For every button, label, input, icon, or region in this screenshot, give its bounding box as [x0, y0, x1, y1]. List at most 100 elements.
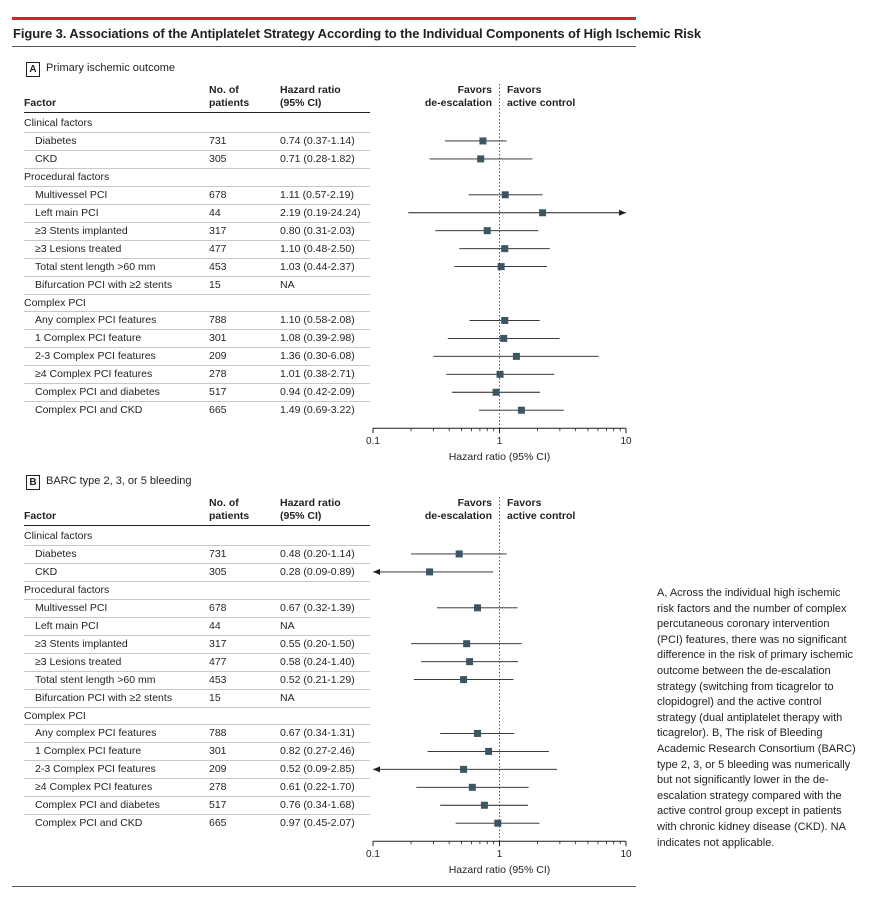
- patient-count: 517: [209, 386, 227, 399]
- row-divider: [24, 652, 370, 654]
- hazard-ratio-text: 0.48 (0.20-1.14): [280, 547, 355, 560]
- hr-point-marker: [479, 137, 487, 145]
- factor-label: Bifurcation PCI with ≥2 stents: [35, 278, 173, 291]
- hazard-ratio-text: 1.03 (0.44-2.37): [280, 260, 355, 273]
- patient-count: 278: [209, 368, 227, 381]
- hr-point-marker: [492, 388, 500, 396]
- row-divider: [24, 724, 370, 726]
- factor-label: ≥3 Stents implanted: [35, 637, 128, 650]
- row-divider: [24, 814, 370, 816]
- hr-point-marker: [485, 747, 493, 755]
- x-tick-label: 10: [620, 849, 632, 860]
- x-axis-label: Hazard ratio (95% CI): [449, 864, 551, 876]
- patient-count: 44: [209, 206, 221, 219]
- group-label: Complex PCI: [24, 296, 86, 309]
- hr-point-marker: [460, 765, 468, 773]
- favors-right-line1: Favors: [507, 497, 542, 509]
- hazard-ratio-text: 0.71 (0.28-1.82): [280, 152, 355, 165]
- hr-point-marker: [473, 604, 481, 612]
- hazard-ratio-text: 0.28 (0.09-0.89): [280, 565, 355, 578]
- hr-point-marker: [426, 568, 434, 576]
- factor-label: 1 Complex PCI feature: [35, 332, 142, 345]
- hazard-ratio-text: 0.67 (0.34-1.31): [280, 727, 355, 740]
- row-divider: [24, 688, 370, 690]
- patient-count: 278: [209, 781, 227, 794]
- row-divider: [24, 329, 370, 331]
- hazard-ratio-text: 0.94 (0.42-2.09): [280, 386, 355, 399]
- patient-count: 665: [209, 817, 227, 830]
- hr-point-marker: [455, 550, 463, 558]
- hazard-ratio-text: 1.49 (0.69-3.22): [280, 404, 355, 417]
- row-divider: [24, 365, 370, 367]
- patient-count: 15: [209, 691, 221, 704]
- panel-letter: B: [26, 475, 40, 490]
- hr-point-marker: [501, 191, 509, 199]
- group-label: Clinical factors: [24, 530, 93, 542]
- hazard-ratio-text: 0.76 (0.34-1.68): [280, 799, 355, 812]
- ci-arrow-left: [373, 766, 380, 773]
- x-axis-label: Hazard ratio (95% CI): [449, 451, 551, 463]
- row-divider: [24, 311, 370, 313]
- header-hr-line2: (95% CI): [280, 97, 322, 109]
- x-tick-label: 0.1: [366, 436, 380, 447]
- hr-point-marker: [501, 316, 509, 324]
- header-rule: [24, 112, 370, 113]
- hazard-ratio-text: 1.10 (0.48-2.50): [280, 242, 355, 255]
- hr-point-marker: [517, 406, 525, 414]
- hr-point-marker: [468, 783, 476, 791]
- patient-count: 305: [209, 152, 227, 165]
- patient-count: 301: [209, 745, 227, 758]
- hazard-ratio-text: 2.19 (0.19-24.24): [280, 206, 361, 219]
- figure-title: Figure 3. Associations of the Antiplatel…: [13, 26, 702, 41]
- hazard-ratio-text: 1.36 (0.30-6.08): [280, 350, 355, 363]
- factor-label: 2-3 Complex PCI features: [35, 763, 156, 776]
- factor-label: CKD: [35, 152, 58, 165]
- factor-label: ≥4 Complex PCI features: [35, 781, 153, 794]
- factor-label: 1 Complex PCI feature: [35, 745, 142, 758]
- panel-a: A Primary ischemic outcome No. of patients H…: [0, 0, 640, 463]
- header-n-line2: patients: [209, 97, 250, 109]
- row-divider: [24, 131, 370, 133]
- hazard-ratio-text: 1.08 (0.39-2.98): [280, 332, 355, 345]
- factor-label: ≥3 Lesions treated: [35, 242, 122, 255]
- patient-count: 317: [209, 637, 227, 650]
- row-divider: [24, 562, 370, 564]
- hazard-ratio-text: 0.52 (0.21-1.29): [280, 673, 355, 686]
- x-tick-label: 1: [497, 436, 503, 447]
- hr-point-marker: [483, 227, 491, 235]
- figure-caption: A, Across the individual high ischemic r…: [657, 587, 856, 849]
- patient-count: 15: [209, 278, 221, 291]
- x-tick-label: 0.1: [366, 849, 380, 860]
- factor-label: Bifurcation PCI with ≥2 stents: [35, 691, 173, 704]
- header-hr-line1: Hazard ratio: [280, 497, 341, 509]
- figure-bottom-divider: [12, 886, 636, 887]
- favors-left-line1: Favors: [457, 497, 492, 509]
- hazard-ratio-text: 0.74 (0.37-1.14): [280, 134, 355, 147]
- row-divider: [24, 401, 370, 403]
- row-divider: [24, 598, 370, 600]
- favors-right-line2: active control: [507, 510, 576, 522]
- hazard-ratio-text: 0.97 (0.45-2.07): [280, 817, 355, 830]
- row-divider: [24, 149, 370, 151]
- title-accent-bar: [12, 17, 636, 20]
- header-rule: [24, 525, 370, 526]
- hr-point-marker: [539, 209, 547, 217]
- hr-point-marker: [480, 801, 488, 809]
- row-divider: [24, 634, 370, 636]
- hazard-ratio-text: NA: [280, 619, 295, 632]
- row-divider: [24, 275, 370, 277]
- patient-count: 731: [209, 134, 227, 147]
- row-divider: [24, 347, 370, 349]
- favors-right-line2: active control: [507, 97, 576, 109]
- row-divider: [24, 257, 370, 259]
- patient-count: 477: [209, 655, 227, 668]
- panel-title: Primary ischemic outcome: [46, 62, 175, 74]
- factor-label: Left main PCI: [35, 619, 99, 632]
- factor-label: Any complex PCI features: [35, 727, 157, 740]
- panel-letter: A: [26, 62, 40, 77]
- hazard-ratio-text: 0.61 (0.22-1.70): [280, 781, 355, 794]
- forest-plot: 0.1 1 10 Hazard ratio (95% CI): [366, 497, 632, 876]
- hazard-ratio-text: 0.52 (0.09-2.85): [280, 763, 355, 776]
- hazard-ratio-text: NA: [280, 691, 295, 704]
- hazard-ratio-text: 1.11 (0.57-2.19): [280, 188, 354, 201]
